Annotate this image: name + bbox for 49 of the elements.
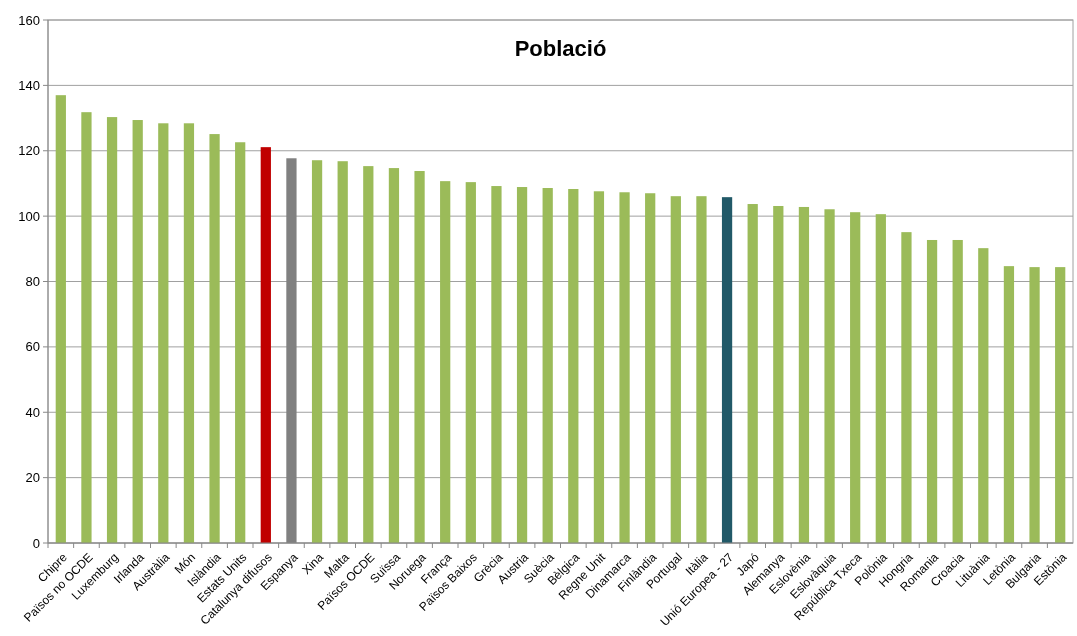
bar [516, 187, 528, 543]
bar [747, 204, 758, 543]
bar [875, 214, 886, 543]
bar [1055, 267, 1066, 543]
bar [978, 248, 989, 543]
bar [926, 239, 938, 543]
bar [593, 191, 605, 543]
bar [696, 196, 707, 543]
bar [901, 232, 912, 543]
bar [465, 182, 476, 543]
bar [645, 193, 656, 543]
bar [106, 117, 118, 543]
bar [55, 95, 66, 543]
bar [158, 123, 169, 543]
bar [619, 192, 630, 543]
text: Població [514, 36, 607, 61]
y-tick-label: 80 [25, 274, 40, 290]
bar [209, 134, 220, 543]
bar [440, 181, 451, 543]
y-tick-label: 20 [25, 470, 40, 486]
bar [1003, 266, 1015, 543]
bar [542, 188, 553, 543]
bar [414, 171, 425, 543]
y-tick-label: 120 [18, 143, 40, 159]
bar [311, 160, 323, 543]
y-tick-label: 0 [32, 535, 40, 551]
bar [850, 212, 861, 543]
y-tick-label: 60 [25, 339, 40, 355]
bar [183, 123, 195, 543]
y-tick-label: 100 [18, 208, 40, 224]
bar [670, 196, 681, 543]
bar [388, 168, 400, 543]
y-tick-label: 40 [25, 404, 40, 420]
y-tick-label: 160 [18, 12, 40, 28]
bar [491, 186, 502, 543]
bar [568, 188, 579, 543]
bar [798, 206, 810, 543]
bar [824, 209, 835, 543]
bar [773, 205, 784, 543]
y-tick-label: 140 [18, 77, 40, 93]
bar [337, 161, 348, 543]
bar [721, 197, 733, 543]
bar [260, 147, 271, 543]
bar [952, 239, 963, 543]
bar [1029, 267, 1040, 543]
bar [132, 120, 143, 543]
bar [235, 142, 246, 543]
bar [81, 112, 92, 543]
bar [363, 166, 374, 543]
